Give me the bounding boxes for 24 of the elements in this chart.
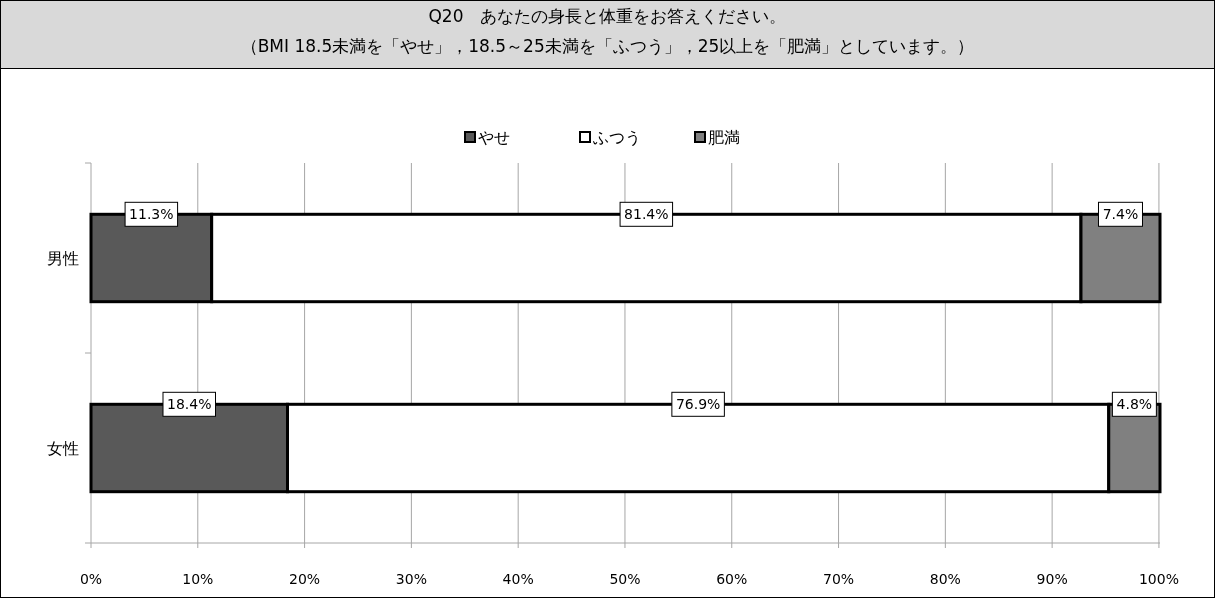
x-tick-label: 10% — [182, 571, 214, 587]
chart-title: Q20 あなたの身長と体重をお答えください。 — [428, 6, 787, 26]
x-tick-label: 40% — [502, 571, 534, 587]
x-tick-label: 50% — [609, 571, 641, 587]
x-tick-label: 90% — [1036, 571, 1068, 587]
x-tick-label: 20% — [289, 571, 321, 587]
x-tick-label: 0% — [79, 571, 103, 587]
data-label: 81.4% — [624, 206, 669, 223]
x-tick-label: 70% — [822, 571, 855, 587]
data-label: 11.3% — [129, 206, 174, 223]
y-tick-label: 男性 — [47, 249, 79, 268]
legend-label: やせ — [478, 128, 510, 147]
legend-label: ふつう — [592, 128, 641, 147]
x-tick-label: 80% — [929, 571, 961, 587]
y-tick-label: 女性 — [47, 439, 79, 458]
x-tick-label: 100% — [1138, 571, 1179, 587]
x-tick-label: 60% — [716, 571, 748, 587]
data-label: 7.4% — [1102, 206, 1139, 223]
legend-label: 肥満 — [708, 128, 740, 147]
data-label: 18.4% — [167, 396, 212, 413]
chart-subtitle: （BMI 18.5未満を「やせ」，18.5～25未満を「ふつう」，25以上を「肥満」としています。） — [240, 36, 975, 56]
data-label: 4.8% — [1116, 396, 1153, 413]
x-tick-label: 30% — [395, 571, 427, 587]
data-label: 76.9% — [675, 396, 721, 413]
